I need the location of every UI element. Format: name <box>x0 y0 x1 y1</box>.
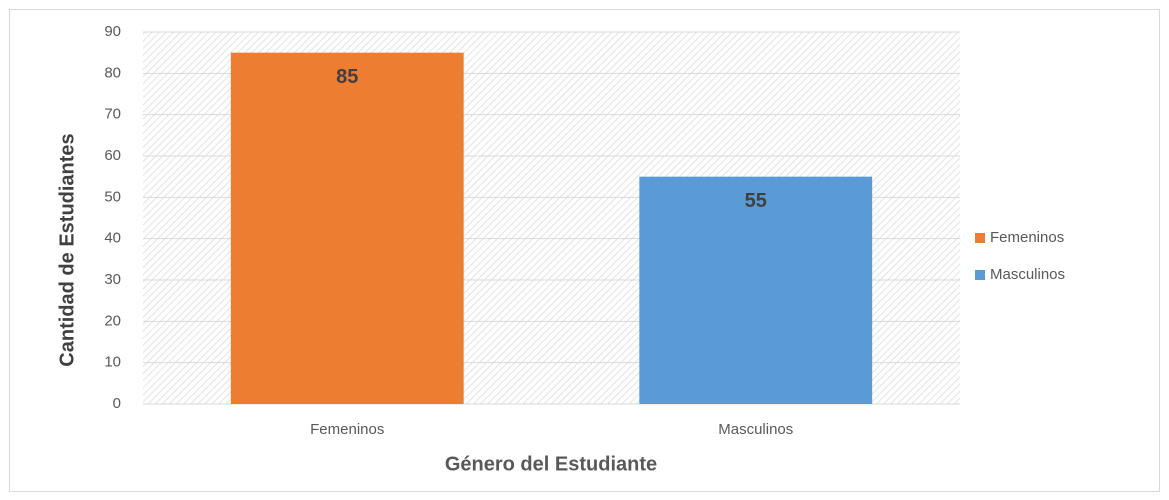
legend-label: Femeninos <box>990 229 1064 246</box>
data-label: 85 <box>336 66 358 88</box>
y-tick-label: 60 <box>104 147 121 164</box>
y-tick-label: 50 <box>104 188 121 205</box>
y-tick-label: 90 <box>104 23 121 40</box>
legend-label: Masculinos <box>990 266 1065 283</box>
y-tick-label: 30 <box>104 271 121 288</box>
legend-swatch <box>975 270 985 280</box>
y-tick-label: 0 <box>113 395 121 412</box>
x-tick-label: Femeninos <box>310 421 384 438</box>
y-tick-label: 20 <box>104 312 121 329</box>
y-tick-label: 70 <box>104 106 121 123</box>
legend-swatch <box>975 233 985 243</box>
x-axis-title: Género del Estudiante <box>445 453 657 475</box>
y-axis-title: Cantidad de Estudiantes <box>56 133 78 366</box>
y-tick-label: 10 <box>104 354 121 371</box>
y-tick-label: 80 <box>104 64 121 81</box>
data-label: 55 <box>745 190 767 212</box>
bar <box>639 176 873 404</box>
y-tick-label: 40 <box>104 230 121 247</box>
x-tick-label: Masculinos <box>718 421 793 438</box>
bar <box>230 52 464 405</box>
